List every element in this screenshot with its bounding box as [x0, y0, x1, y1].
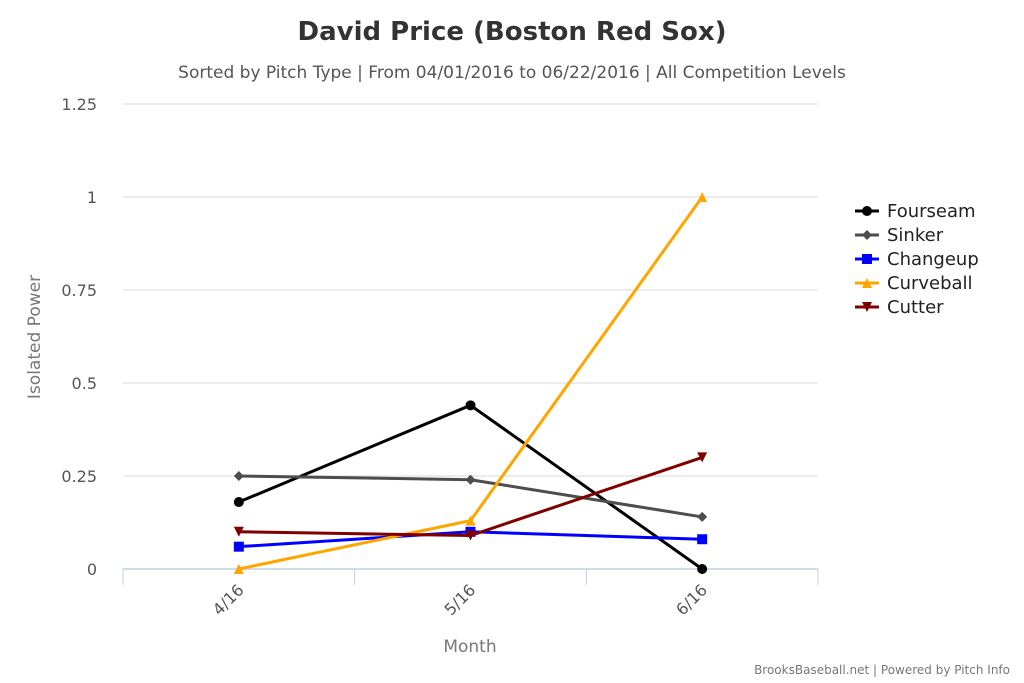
- x-tick-label: 4/16: [209, 580, 248, 619]
- legend-item-cutter[interactable]: Cutter: [855, 297, 944, 318]
- fourseam-point[interactable]: [233, 497, 244, 508]
- changeup-point[interactable]: [697, 534, 708, 545]
- legend-marker[interactable]: [862, 206, 872, 216]
- legend-label: Changeup: [887, 249, 979, 270]
- legend-item-fourseam[interactable]: Fourseam: [855, 201, 976, 222]
- series-cutter[interactable]: [233, 452, 708, 541]
- y-tick-label: 0.5: [72, 374, 97, 393]
- y-tick-label: 0.75: [61, 281, 97, 300]
- cutter-point[interactable]: [465, 530, 476, 541]
- plot-area: [233, 192, 708, 574]
- credits[interactable]: BrooksBaseball.net | Powered by Pitch In…: [754, 663, 1010, 677]
- fourseam-point[interactable]: [465, 400, 476, 411]
- cutter-point[interactable]: [233, 526, 244, 537]
- legend-item-changeup[interactable]: Changeup: [855, 249, 979, 270]
- legend-label: Curveball: [887, 273, 973, 294]
- legend-marker[interactable]: [862, 254, 872, 264]
- x-axis-label: Month: [443, 637, 496, 657]
- sinker-point[interactable]: [465, 474, 476, 485]
- chart-subtitle: Sorted by Pitch Type | From 04/01/2016 t…: [178, 63, 846, 83]
- series-fourseam[interactable]: [233, 400, 708, 574]
- y-tick-label: 0: [87, 560, 97, 579]
- legend-label: Fourseam: [887, 201, 976, 222]
- curveball-point[interactable]: [465, 515, 476, 526]
- legend-marker[interactable]: [862, 278, 872, 288]
- series-sinker[interactable]: [233, 471, 708, 522]
- legend-item-curveball[interactable]: Curveball: [855, 273, 973, 294]
- sinker-point[interactable]: [697, 511, 708, 522]
- legend[interactable]: Fourseam Sinker Changeup Curveball Cutter: [855, 201, 979, 318]
- legend-marker[interactable]: [862, 302, 872, 312]
- legend-label: Cutter: [887, 297, 944, 318]
- curveball-point[interactable]: [697, 192, 708, 202]
- legend-marker[interactable]: [862, 230, 872, 240]
- x-tick-label: 5/16: [440, 580, 479, 619]
- legend-label: Sinker: [887, 225, 944, 246]
- series-curveball[interactable]: [233, 192, 708, 574]
- y-tick-label: 1: [87, 188, 97, 207]
- fourseam-line[interactable]: [238, 403, 704, 571]
- cutter-point[interactable]: [697, 452, 708, 463]
- sinker-point[interactable]: [233, 471, 244, 481]
- chart-title: David Price (Boston Red Sox): [298, 17, 727, 47]
- grid: [123, 103, 818, 477]
- legend-item-sinker[interactable]: Sinker: [855, 225, 944, 246]
- y-axis-label: Isolated Power: [25, 275, 45, 399]
- y-tick-label: 1.25: [61, 95, 97, 114]
- changeup-point[interactable]: [233, 541, 244, 552]
- x-tick-label: 6/16: [672, 580, 711, 619]
- y-tick-label: 0.25: [61, 467, 97, 486]
- curveball-point[interactable]: [233, 564, 244, 574]
- fourseam-point[interactable]: [697, 564, 708, 574]
